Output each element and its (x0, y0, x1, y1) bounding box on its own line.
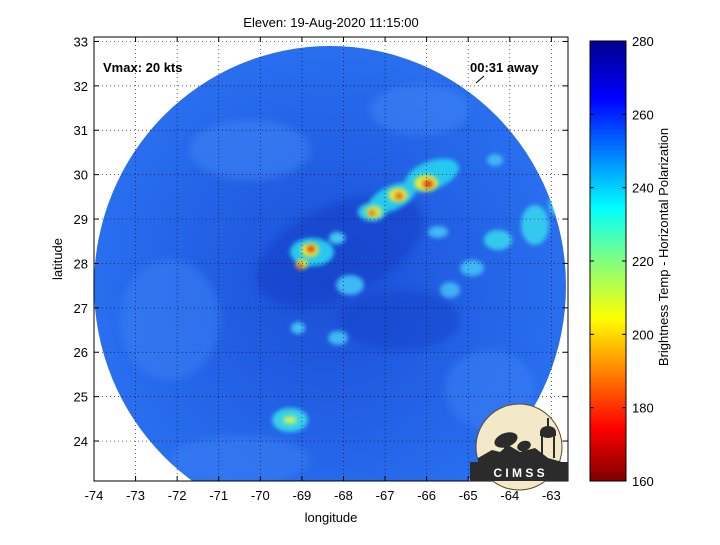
colorbar-tick-label: 200 (632, 327, 654, 342)
colorbar-tick-label: 260 (632, 107, 654, 122)
dark-texture (256, 194, 460, 350)
y-tick-label: 24 (74, 434, 88, 449)
cimss-logo: C I M S S (470, 403, 568, 491)
y-tick-label: 26 (74, 345, 88, 360)
x-tick-label: -70 (251, 488, 270, 503)
chart-title: Eleven: 19-Aug-2020 11:15:00 (243, 15, 418, 30)
y-tick-label: 33 (74, 34, 88, 49)
logo-text: C I M S S (493, 466, 544, 480)
colorbar (589, 40, 627, 482)
x-tick-label: -66 (417, 488, 436, 503)
y-tick-label: 29 (74, 212, 88, 227)
y-tick-label: 25 (74, 390, 88, 405)
colorbar-tick-label: 240 (632, 181, 654, 196)
x-tick-label: -67 (376, 488, 395, 503)
x-tick-label: -71 (209, 488, 228, 503)
x-tick-label: -73 (126, 488, 145, 503)
x-tick-label: -69 (292, 488, 311, 503)
dotted-grid (93, 37, 568, 481)
y-tick-labels: 33 32 31 30 29 28 27 26 25 24 (74, 34, 88, 449)
x-tick-label: -74 (85, 488, 104, 503)
logo-banner (470, 462, 568, 481)
x-tick-labels: -74 -73 -72 -71 -70 -69 -68 -67 -66 -65 -64 -63 (85, 488, 561, 503)
colorbar-tick-label: 180 (632, 401, 654, 416)
colorbar-tick-label: 160 (632, 474, 654, 489)
colorbar-tick-labels: 280 260 240 220 200 180 160 (632, 34, 654, 489)
time-away-label: 00:31 away (470, 60, 539, 75)
x-tick-label: -63 (542, 488, 561, 503)
vmax-label: Vmax: 20 kts (103, 60, 183, 75)
red-cores (297, 180, 433, 269)
colorbar-label: Brightness Temp - Horizontal Polarizatio… (656, 128, 671, 366)
axes-frame (93, 36, 569, 482)
colorbar-tick-label: 220 (632, 254, 654, 269)
x-axis-label: longitude (305, 510, 358, 525)
y-tick-label: 31 (74, 123, 88, 138)
x-tick-label: -68 (334, 488, 353, 503)
y-tick-label: 28 (74, 256, 88, 271)
y-tick-label: 30 (74, 168, 88, 183)
colorbar-ticks (590, 40, 626, 482)
x-tick-label: -72 (168, 488, 187, 503)
y-tick-label: 27 (74, 301, 88, 316)
time-pointer (475, 75, 485, 84)
y-axis-label: latitude (50, 238, 65, 280)
x-tick-label: -65 (459, 488, 478, 503)
colorbar-tick-label: 280 (632, 34, 654, 49)
y-tick-label: 32 (74, 79, 88, 94)
x-tick-label: -64 (500, 488, 519, 503)
